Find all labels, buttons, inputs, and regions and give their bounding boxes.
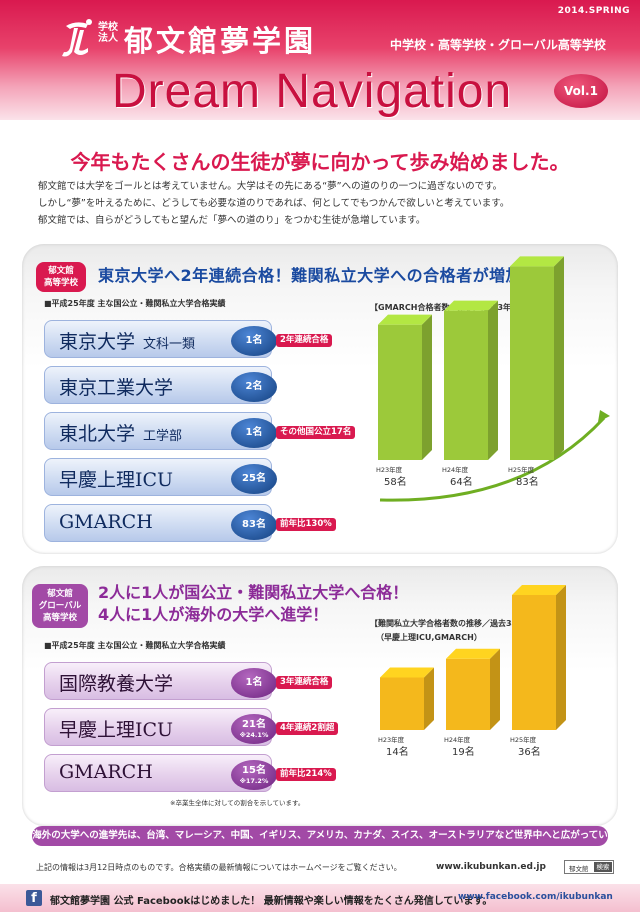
facebook-icon[interactable]: f [26,890,42,906]
facebook-link[interactable]: www.facebook.com/ikubunkan [458,892,613,902]
university-name: 東北大学 [59,423,136,445]
footer-bar [0,884,640,912]
school-subtitle: 中学校・高等学校・グローバル高等学校 [390,38,606,52]
count-badge: 25名 [231,464,277,494]
note-badge: 3年連続合格 [276,676,333,689]
section1-headline: 東京大学へ2年連続合格！難関私立大学への合格者が増加！ [98,266,539,285]
info-note: 上記の情報は3月12日時点のものです。合格実績の最新情報についてはホームページを… [36,863,402,872]
tag-line: 高等学校 [42,613,77,623]
note-badge: その他国公立17名 [276,426,356,439]
headline-line: 4人に1人が海外の大学へ進学！ [98,605,329,624]
intro-line: 郁文館では大学をゴールとは考えていません。大学はその先にある“夢”への道のりの一… [38,181,503,192]
section1-sublabel: ■平成25年度 主な国公立・難関私立大学合格実績 [44,299,226,308]
page-title: Dream Navigation [112,65,513,118]
intro-headline: 今年もたくさんの生徒が夢に向かって歩み始めました。 [70,150,570,174]
search-button[interactable]: 検索 [594,862,612,872]
university-name: 早慶上理ICU [59,719,174,741]
result-row: GMARCH 15名 ※17.2% [44,754,277,792]
count-badge: 15名 ※17.2% [231,760,277,790]
footnote: ※卒業生全体に対しての割合を示しています。 [170,799,305,807]
department: 文科一類 [143,337,196,352]
header [0,0,640,120]
count-badge: 21名 ※24.1% [231,714,277,744]
section2-sublabel: ■平成25年度 主な国公立・難関私立大学合格実績 [44,641,226,650]
intro-line: 郁文館では、自らがどうしてもと望んだ「夢への道のり」をつかむ生徒が急増しています… [38,215,426,226]
overseas-banner: 海外の大学への進学先は、台湾、マレーシア、中国、イギリス、アメリカ、カナダ、スイ… [32,826,608,861]
count-percent: ※24.1% [239,731,269,739]
season-label: 2014.SPRING [557,6,630,16]
count-value: 21名 [242,719,266,730]
website-link[interactable]: www.ikubunkan.ed.jp [436,862,546,872]
count-badge: 83名 [231,510,277,540]
count-badge: 1名 [231,326,277,356]
chart2-title: 【難関私立大学合格者数の推移／過去3年間】 [370,619,536,628]
intro-line: しかし“夢”を叶えるために、どうしても必要な道のりであれば、何としてでもつかんで… [38,198,510,209]
chart1-title: 【GMARCH合格者数の推移／過去3年間】 [370,303,528,312]
chart2-subtitle: （早慶上理ICU,GMARCH） [376,633,482,642]
tag-line: 郁文館 [47,589,73,599]
corp-label: 学校法人 [98,22,118,44]
department: 工学部 [143,429,183,444]
search-box[interactable]: 郁文館 検索 [564,860,614,874]
search-text: 郁文館 [569,865,589,873]
university-name: 東京大学 [59,331,136,353]
section2-tag: 郁文館 グローバル 高等学校 [32,584,88,628]
result-row: GMARCH 83名 [44,504,277,542]
note-badge: 前年比214% [276,768,336,781]
count-badge: 1名 [231,418,277,448]
section1-tag: 郁文館 高等学校 [36,262,86,292]
volume-badge: Vol.1 [554,74,608,108]
university-name: 国際教養大学 [59,673,174,695]
count-value: 15名 [242,765,266,776]
result-row: 東北大学 工学部 1名 [44,412,277,450]
university-name: GMARCH [59,761,153,783]
facebook-text: 郁文館夢学園 公式 Facebookはじめました！ 最新情報や楽しい情報をたくさ… [50,896,493,907]
note-badge: 前年比130% [276,518,336,531]
tag-line: 郁文館 [48,266,74,276]
result-row: 東京大学 文科一類 1名 [44,320,277,358]
count-percent: ※17.2% [239,777,269,785]
school-logo-icon [62,19,92,57]
result-row: 早慶上理ICU 21名 ※24.1% [44,708,277,746]
university-name: 早慶上理ICU [59,469,174,491]
count-badge: 1名 [231,668,277,698]
university-name: GMARCH [59,511,153,533]
section2-headline: 2人に1人が国公立・難関私立大学へ合格！ 4人に1人が海外の大学へ進学！ [98,582,408,626]
note-badge: 4年連続2割超 [276,722,339,735]
result-row: 東京工業大学 2名 [44,366,277,404]
count-badge: 2名 [231,372,277,402]
headline-line: 2人に1人が国公立・難関私立大学へ合格！ [98,583,409,602]
university-name: 東京工業大学 [59,377,174,399]
note-badge: 2年連続合格 [276,334,333,347]
school-name: 郁文館夢学園 [124,24,317,58]
result-row: 国際教養大学 1名 [44,662,277,700]
intro-text: 郁文館では大学をゴールとは考えていません。大学はその先にある“夢”への道のりの一… [38,178,618,229]
result-row: 早慶上理ICU 25名 [44,458,277,496]
tag-line: 高等学校 [43,278,78,288]
tag-line: グローバル [38,601,82,611]
